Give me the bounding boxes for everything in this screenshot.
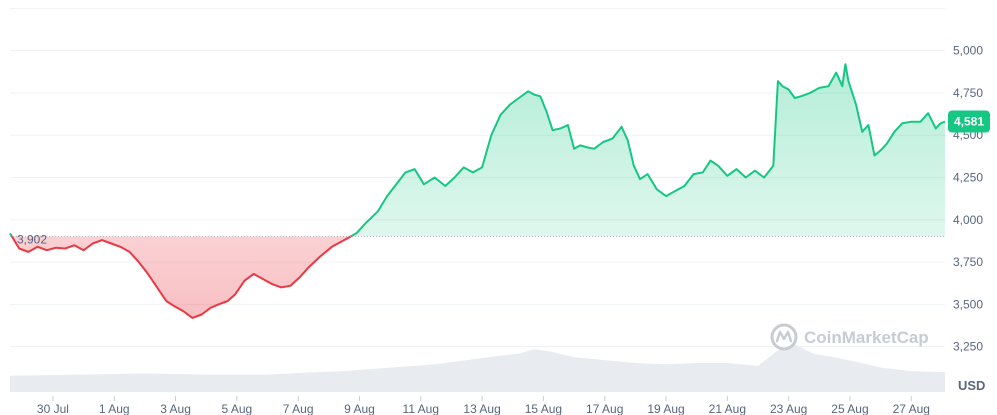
x-tick-label: 9 Aug — [344, 402, 375, 415]
coinmarketcap-logo-icon — [770, 323, 798, 351]
reference-price-label: 3,902 — [17, 232, 47, 246]
price-line-up — [9, 63, 946, 237]
y-tick-label: 3,250 — [953, 340, 983, 354]
coinmarketcap-watermark: CoinMarketCap — [770, 323, 929, 351]
x-tick-label: 23 Aug — [770, 402, 807, 415]
x-tick-label: 5 Aug — [222, 402, 253, 415]
x-tick-label: 1 Aug — [99, 402, 130, 415]
current-price-badge-bg — [948, 110, 990, 133]
y-tick-label: 4,000 — [953, 213, 983, 227]
x-tick-label: 25 Aug — [831, 402, 868, 415]
x-tick-label: 11 Aug — [403, 402, 439, 415]
x-tick-label: 13 Aug — [463, 402, 500, 415]
y-tick-label: 4,250 — [953, 171, 983, 185]
area-fill-below-reference — [10, 236, 945, 318]
currency-label: USD — [958, 378, 985, 393]
x-tick-label: 19 Aug — [647, 402, 684, 415]
y-tick-label: 3,750 — [953, 255, 983, 269]
current-price-label: 4,581 — [954, 115, 984, 129]
x-tick-label: 3 Aug — [160, 402, 191, 415]
volume-area — [10, 344, 945, 392]
x-axis-ticks: 30 Jul 1 Aug 3 Aug 5 Aug 7 Aug 9 Aug 11 Aug 13 … — [37, 396, 930, 415]
x-tick-label: 21 Aug — [709, 402, 746, 415]
y-tick-label: 4,750 — [953, 86, 983, 100]
price-line-down — [10, 236, 353, 319]
x-tick-label: 27 Aug — [893, 402, 930, 415]
x-tick-label: 30 Jul — [37, 402, 69, 415]
y-tick-label: 5,000 — [953, 44, 983, 58]
x-tick-label: 17 Aug — [586, 402, 623, 415]
x-tick-label: 7 Aug — [283, 402, 314, 415]
current-price-badge: 4,581 — [948, 110, 990, 133]
y-tick-label: 3,500 — [953, 297, 983, 311]
x-tick-label: 15 Aug — [525, 402, 562, 415]
watermark-text: CoinMarketCap — [804, 328, 929, 347]
area-fill-above-reference — [10, 64, 945, 237]
